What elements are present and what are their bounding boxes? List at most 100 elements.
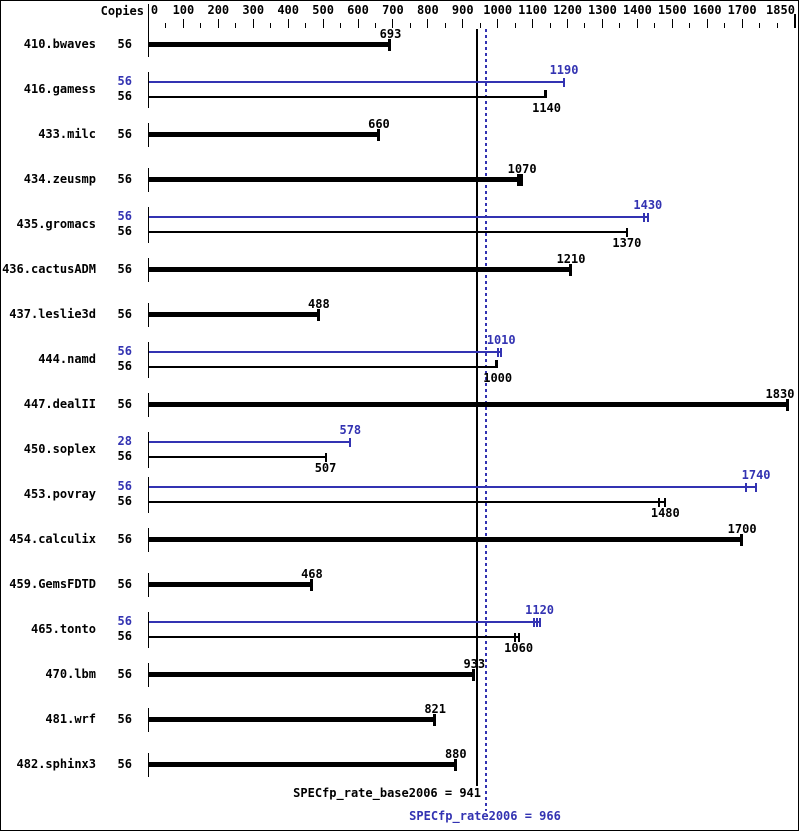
axis-tick-label: 100 (172, 3, 195, 17)
row-baseline (148, 527, 149, 552)
axis-tick-label: 1850 (766, 3, 795, 17)
bar-end-mark (520, 173, 524, 186)
benchmark-name: 470.lbm (45, 666, 96, 681)
benchmark-name: 481.wrf (45, 711, 96, 726)
benchmark-name: 436.cactusADM (2, 261, 96, 276)
benchmark-name: 459.GemsFDTD (9, 576, 96, 591)
axis-major-tick (532, 19, 534, 28)
bar-end-mark (517, 173, 521, 186)
base-result-label: SPECfp_rate_base2006 = 941 (293, 786, 481, 800)
bar-value-label: 507 (314, 461, 337, 475)
axis-major-tick (357, 19, 359, 28)
bar-value-label: 1070 (507, 161, 537, 176)
row-baseline (148, 662, 149, 687)
bar-value-label: 1370 (612, 236, 642, 250)
bar-end-mark (755, 482, 758, 492)
copies-value: 56 (117, 531, 132, 546)
copies-value: 56 (117, 261, 132, 276)
bar-end-mark (433, 713, 437, 726)
copies-value: 56 (117, 614, 132, 628)
axis-minor-tick (200, 23, 202, 28)
axis-major-tick (636, 19, 638, 28)
row-baseline (148, 611, 149, 648)
base-bar (149, 456, 326, 458)
copies-column-header: Copies (100, 4, 144, 18)
bar-value-label: 1480 (650, 506, 680, 520)
bar-end-mark (569, 263, 573, 276)
benchmark-name: 465.tonto (30, 621, 96, 636)
base-bar (149, 672, 475, 677)
axis-minor-tick (374, 23, 376, 28)
bar-end-mark (500, 347, 503, 357)
copies-value: 56 (117, 449, 132, 463)
axis-major-tick (182, 19, 184, 28)
axis-tick-label: 700 (382, 3, 404, 17)
bar-end-mark (453, 758, 457, 771)
peak-bar (149, 621, 540, 623)
axis-minor-tick (619, 23, 621, 28)
copies-value: 56 (117, 126, 132, 141)
bar-end-mark (658, 497, 661, 507)
axis-tick-label: 900 (451, 3, 474, 17)
bar-value-label: 821 (424, 701, 447, 716)
bar-end-mark (497, 347, 500, 357)
axis-minor-tick (654, 23, 656, 28)
bar-value-label: 578 (339, 423, 362, 437)
axis-minor-tick (689, 23, 691, 28)
bar-end-mark (563, 77, 566, 87)
bar-end-mark (517, 632, 520, 642)
copies-value: 56 (117, 756, 132, 771)
bar-end-mark (316, 308, 320, 321)
copies-value: 28 (117, 434, 132, 448)
axis-tick-label: 500 (312, 3, 334, 17)
copies-value: 56 (117, 89, 132, 103)
copies-value: 56 (117, 36, 132, 51)
axis-major-tick (427, 19, 429, 28)
axis-tick-label: 1300 (587, 3, 617, 17)
benchmark-name: 444.namd (38, 351, 96, 366)
base-bar (149, 267, 572, 272)
base-result-line (476, 29, 479, 786)
axis-major-tick (217, 19, 219, 28)
row-baseline (148, 431, 149, 468)
bar-end-mark (376, 128, 380, 141)
copies-value: 56 (117, 629, 132, 643)
axis-tick-label: 1500 (657, 3, 687, 17)
axis-tick-label: 1400 (622, 3, 652, 17)
copies-value: 56 (117, 711, 132, 726)
base-bar (149, 762, 456, 767)
base-bar (149, 582, 312, 587)
base-bar (149, 402, 788, 407)
axis-minor-tick (759, 23, 761, 28)
benchmark-name: 416.gamess (23, 81, 96, 96)
axis-major-tick (287, 19, 289, 28)
axis-major-tick (148, 4, 149, 33)
bar-value-label: 693 (379, 26, 402, 41)
axis-minor-tick (340, 23, 342, 28)
base-bar (149, 42, 391, 47)
axis-minor-tick (514, 23, 516, 28)
axis-tick-label: 1600 (692, 3, 722, 17)
axis-tick-label: 1000 (483, 3, 513, 17)
row-baseline (148, 341, 149, 378)
row-baseline (148, 392, 149, 417)
copies-value: 56 (117, 344, 132, 358)
copies-value: 56 (117, 224, 132, 238)
bar-value-label: 1210 (556, 251, 586, 266)
base-bar (149, 537, 743, 542)
bar-value-label: 1430 (633, 198, 663, 212)
copies-value: 56 (117, 306, 132, 321)
copies-value: 56 (117, 359, 132, 373)
bar-end-mark (642, 212, 645, 222)
axis-minor-tick (235, 23, 237, 28)
axis-major-tick (392, 19, 394, 28)
axis-tick-label: 800 (417, 3, 439, 17)
bar-value-label: 1190 (549, 63, 579, 77)
bar-value-label: 880 (444, 746, 467, 761)
bar-end-mark (740, 533, 744, 546)
copies-value: 56 (117, 396, 132, 411)
bar-value-label: 1000 (483, 371, 513, 385)
bar-end-mark (513, 632, 516, 642)
benchmark-name: 482.sphinx3 (16, 756, 96, 771)
bar-end-mark (538, 617, 541, 627)
